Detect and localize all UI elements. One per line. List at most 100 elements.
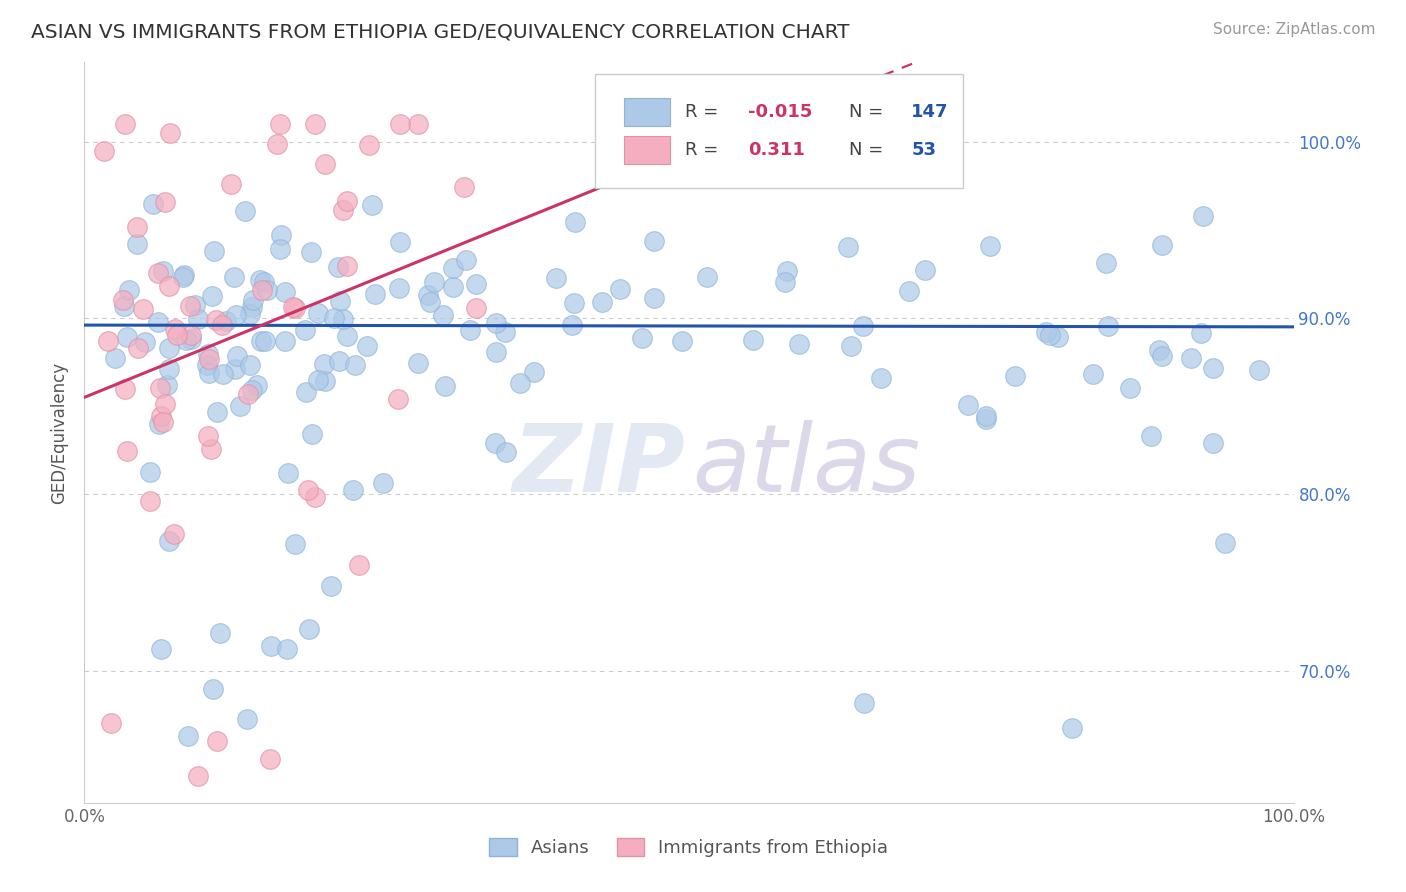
Point <box>172 269 194 284</box>
Point <box>198 351 221 366</box>
Point <box>200 442 222 457</box>
Point <box>204 313 226 327</box>
Point <box>312 358 335 372</box>
Point <box>1039 328 1062 343</box>
Point <box>408 356 430 370</box>
Point <box>179 300 201 314</box>
Point <box>240 301 263 315</box>
Point <box>979 239 1001 253</box>
Point <box>201 682 224 697</box>
Point <box>1150 237 1173 252</box>
Point <box>118 283 141 297</box>
Point <box>484 436 506 450</box>
Point <box>142 197 165 211</box>
Point <box>301 426 323 441</box>
Point <box>495 444 517 458</box>
Point <box>304 117 326 131</box>
Point <box>197 429 219 443</box>
Point <box>1004 369 1026 384</box>
Point <box>371 476 394 491</box>
Point <box>307 372 329 386</box>
Point <box>183 297 205 311</box>
Point <box>205 405 228 419</box>
Point <box>187 769 209 783</box>
Point <box>153 397 176 411</box>
Point <box>336 194 359 208</box>
Point <box>328 260 350 274</box>
Point <box>336 259 359 273</box>
Point <box>159 534 181 549</box>
Text: N =: N = <box>849 141 889 159</box>
Point <box>591 295 613 310</box>
Point <box>207 734 229 748</box>
Point <box>163 526 186 541</box>
FancyBboxPatch shape <box>624 136 669 164</box>
Point <box>146 266 169 280</box>
Point <box>236 712 259 726</box>
Point <box>157 362 180 376</box>
Point <box>1047 329 1070 343</box>
Point <box>152 415 174 429</box>
Point <box>1147 343 1170 358</box>
Point <box>329 294 352 309</box>
Point <box>408 117 430 131</box>
Point <box>453 180 475 194</box>
Point <box>441 280 464 294</box>
Point <box>561 318 583 332</box>
Text: ZIP: ZIP <box>512 420 685 512</box>
Point <box>250 283 273 297</box>
Point <box>1213 536 1236 550</box>
Point <box>387 392 409 407</box>
Point <box>357 138 380 153</box>
Point <box>787 336 810 351</box>
Point <box>153 195 176 210</box>
Point <box>328 354 350 368</box>
Point <box>465 277 488 292</box>
Point <box>609 282 631 296</box>
Point <box>314 157 336 171</box>
Point <box>155 378 177 392</box>
Point <box>150 641 173 656</box>
Point <box>114 117 136 131</box>
Text: 147: 147 <box>911 103 949 121</box>
Point <box>112 293 135 307</box>
Point <box>564 215 586 229</box>
Point <box>163 322 186 336</box>
Point <box>212 367 235 381</box>
Point <box>281 300 304 314</box>
Point <box>974 412 997 426</box>
Point <box>134 334 156 349</box>
Point <box>273 334 295 348</box>
Point <box>323 311 346 326</box>
Point <box>433 379 456 393</box>
Point <box>148 417 170 432</box>
Point <box>671 334 693 349</box>
Point <box>1247 362 1270 376</box>
Point <box>643 291 665 305</box>
Point <box>914 263 936 277</box>
Point <box>294 323 316 337</box>
Point <box>870 371 893 385</box>
Legend: Asians, Immigrants from Ethiopia: Asians, Immigrants from Ethiopia <box>482 830 896 864</box>
Point <box>132 302 155 317</box>
Point <box>214 314 236 328</box>
Point <box>1139 429 1161 443</box>
Point <box>1202 435 1225 450</box>
Text: Source: ZipAtlas.com: Source: ZipAtlas.com <box>1212 22 1375 37</box>
Text: atlas: atlas <box>693 420 921 511</box>
Point <box>259 752 281 766</box>
Point <box>523 365 546 379</box>
Text: R =: R = <box>685 103 724 121</box>
Point <box>239 306 262 320</box>
Point <box>336 329 359 343</box>
Point <box>298 622 321 636</box>
Point <box>159 126 181 140</box>
Point <box>544 271 567 285</box>
Point <box>236 387 259 401</box>
Point <box>957 398 980 412</box>
Point <box>363 287 385 301</box>
Point <box>112 300 135 314</box>
Point <box>274 285 297 299</box>
Point <box>148 315 170 329</box>
Point <box>176 334 198 348</box>
